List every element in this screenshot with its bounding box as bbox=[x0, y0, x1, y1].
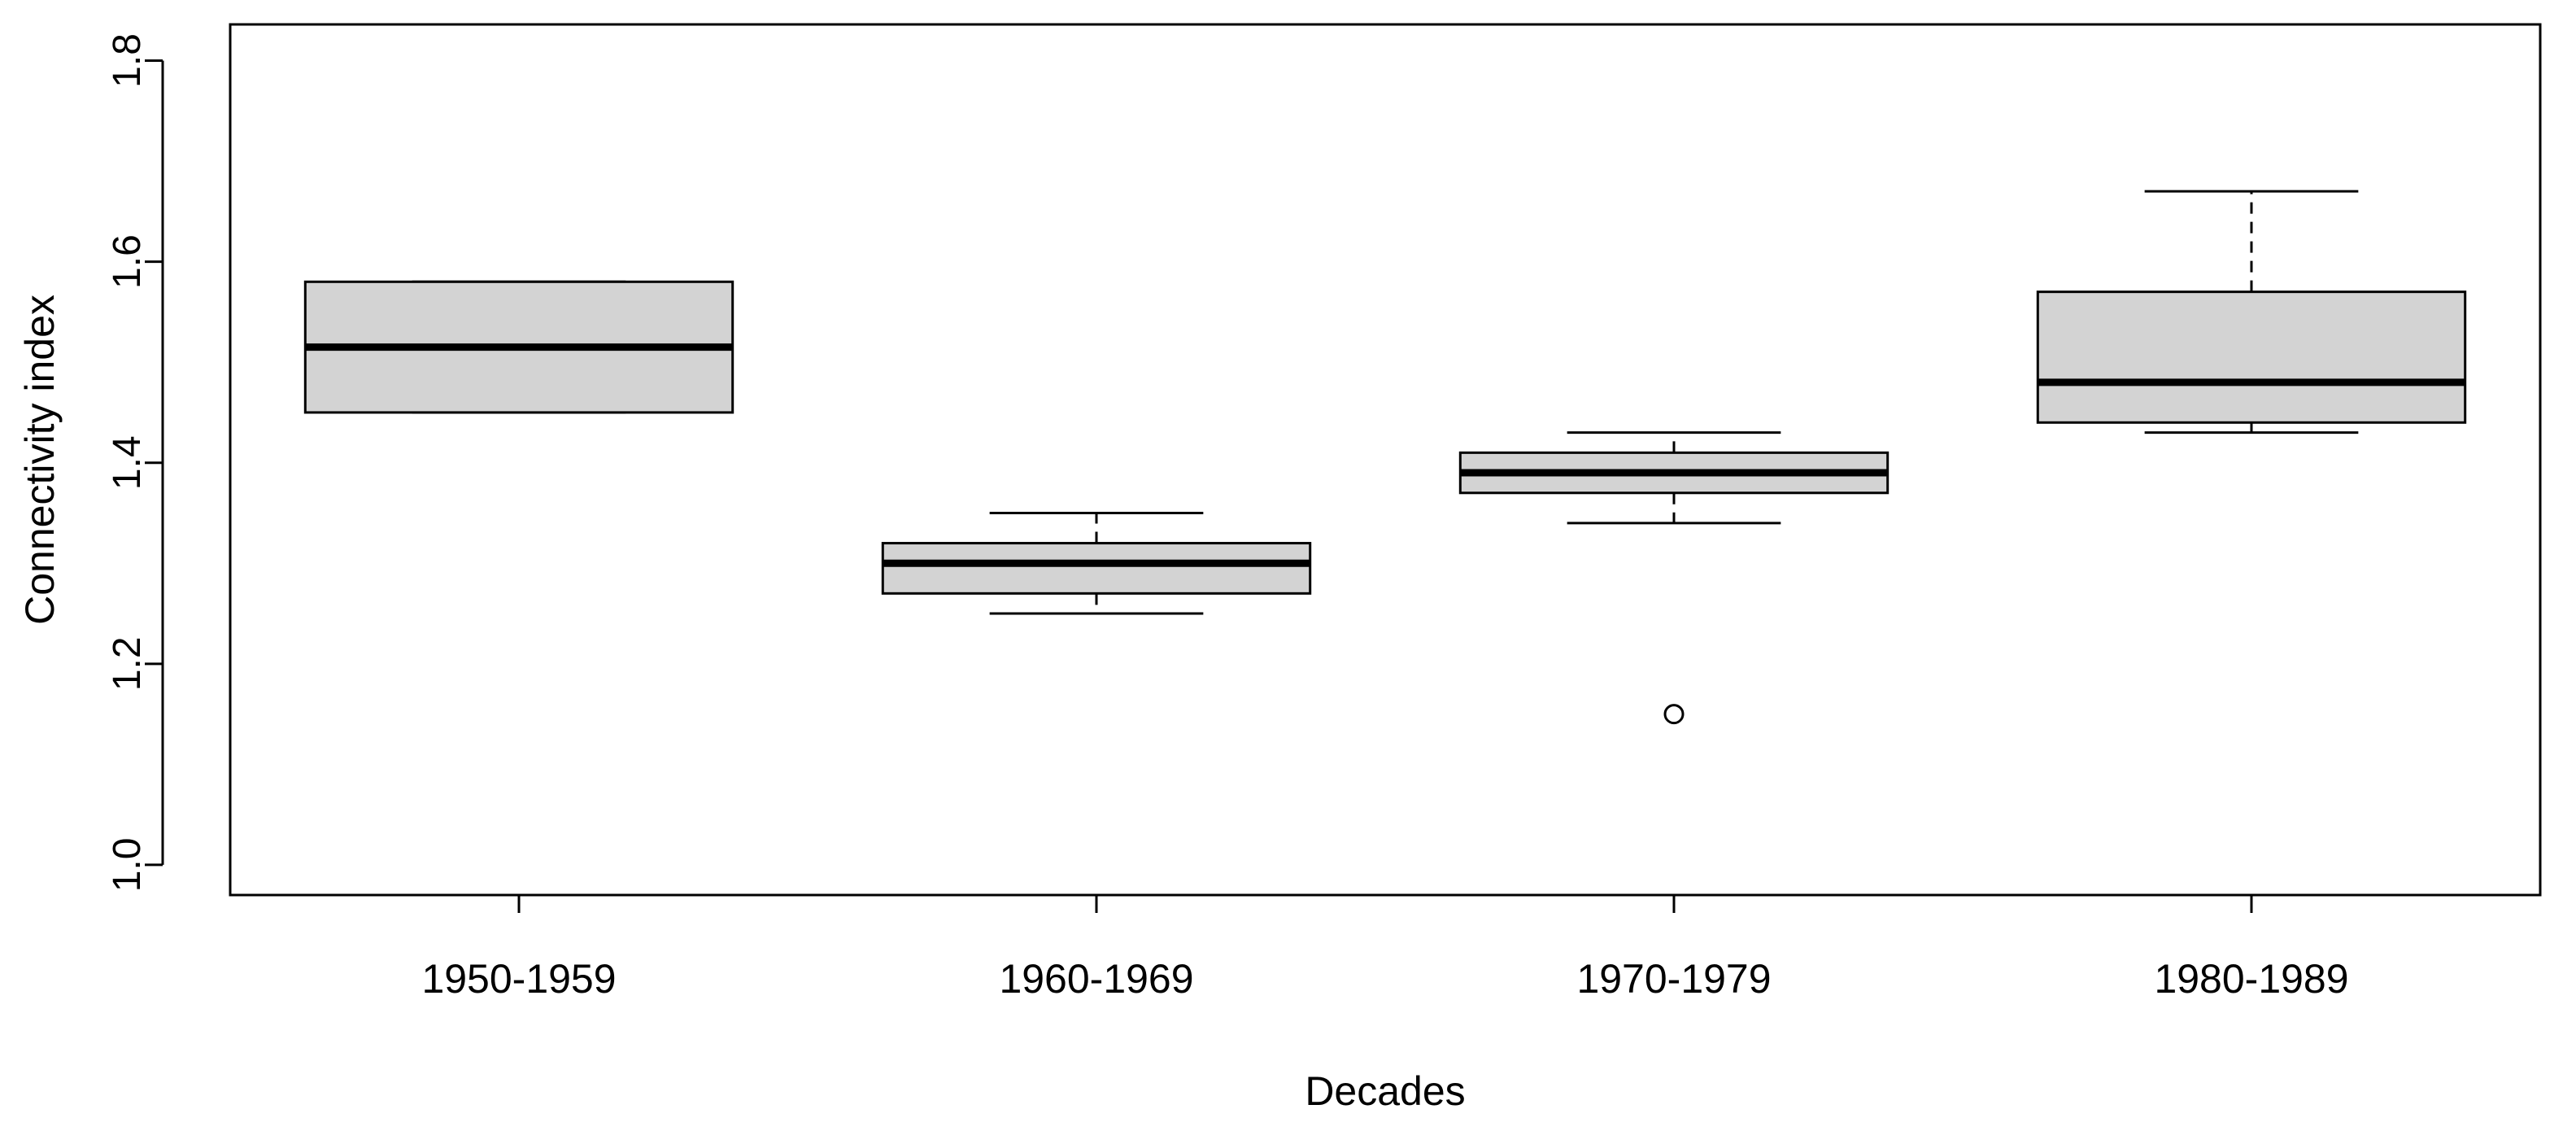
box-group-1950-1959 bbox=[303, 280, 734, 414]
y-axis: 1.0 1.2 1.4 1.6 1.8 bbox=[106, 33, 164, 893]
iqr-box bbox=[881, 542, 1312, 595]
x-axis: 1950-1959 1960-1969 1970-1979 1980-1989 bbox=[421, 893, 2349, 1002]
y-tick-label: 1.4 bbox=[106, 435, 149, 490]
box-group-1970-1979 bbox=[1458, 431, 1890, 725]
x-tick-label: 1980-1989 bbox=[2154, 956, 2348, 1002]
iqr-box bbox=[2036, 290, 2467, 424]
y-axis-title: Connectivity index bbox=[17, 295, 63, 625]
box-group-1960-1969 bbox=[881, 511, 1312, 615]
x-tick-label: 1960-1969 bbox=[999, 956, 1193, 1002]
box-group-1980-1989 bbox=[2036, 190, 2467, 434]
y-tick-label: 1.8 bbox=[106, 33, 149, 88]
x-tick-label: 1950-1959 bbox=[421, 956, 616, 1002]
x-axis-title: Decades bbox=[1305, 1068, 1465, 1114]
x-tick-label: 1970-1979 bbox=[1576, 956, 1771, 1002]
plot-frame bbox=[229, 23, 2542, 897]
y-tick-label: 1.2 bbox=[106, 636, 149, 691]
plot-layer bbox=[303, 190, 2467, 725]
outlier-point bbox=[1663, 704, 1685, 725]
y-tick-label: 1.0 bbox=[106, 838, 149, 893]
y-tick-label: 1.6 bbox=[106, 234, 149, 289]
